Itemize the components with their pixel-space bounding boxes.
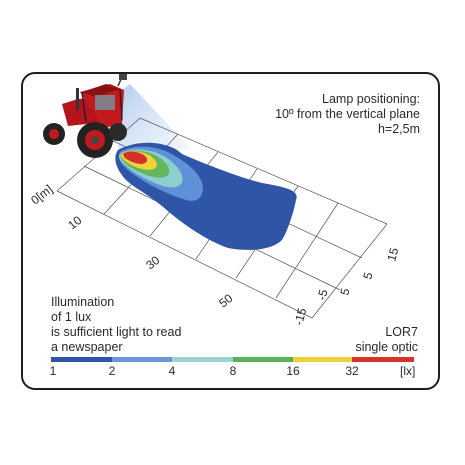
legend-swatch-32-plus: [352, 357, 414, 362]
product-name: LOR7: [385, 325, 418, 339]
distance-tick-10: 10: [65, 213, 84, 232]
lateral-tick-5-left: 5: [337, 286, 352, 296]
legend-swatch-16-32: [293, 357, 352, 362]
lateral-tick-minus-15: -15: [291, 306, 309, 327]
legend-swatch-4-8: [172, 357, 233, 362]
legend-tick-8: 8: [229, 364, 237, 378]
lateral-tick-minus-5: -5: [314, 288, 330, 302]
legend-unit: [lx]: [400, 364, 416, 378]
legend-tick-2: 2: [108, 364, 116, 378]
lateral-tick-15: 15: [384, 246, 401, 263]
illumination-note-line-2: of 1 lux: [51, 310, 92, 324]
light-beam: [118, 84, 190, 163]
legend-color-bar: [51, 357, 414, 362]
legend-tick-32: 32: [345, 364, 359, 378]
distance-tick-50: 50: [216, 291, 235, 310]
illumination-note-line-3: is sufficient light to read: [51, 325, 182, 339]
legend-tick-4: 4: [168, 364, 176, 378]
legend-tick-16: 16: [286, 364, 300, 378]
tractor-icon: [43, 74, 127, 158]
distance-tick-30: 30: [143, 253, 162, 272]
distance-unit-label: 0[m]: [28, 182, 55, 207]
legend-swatch-8-16: [233, 357, 293, 362]
product-optic: single optic: [355, 340, 418, 354]
illumination-note-line-4: a newspaper: [51, 340, 123, 354]
lamp-angle-text: 10º from the vertical plane: [275, 107, 420, 121]
legend-tick-1: 1: [49, 364, 57, 378]
legend-swatch-2-4: [112, 357, 172, 362]
lamp-positioning-title: Lamp positioning:: [322, 92, 420, 106]
illumination-note-line-1: Illumination: [51, 295, 115, 309]
isolux-32lx: [123, 151, 148, 164]
legend-swatch-1-2: [51, 357, 112, 362]
lateral-tick-5-right: 5: [360, 270, 375, 280]
lamp-height-text: h=2,5m: [377, 122, 420, 136]
isolux-contours: [115, 142, 297, 250]
